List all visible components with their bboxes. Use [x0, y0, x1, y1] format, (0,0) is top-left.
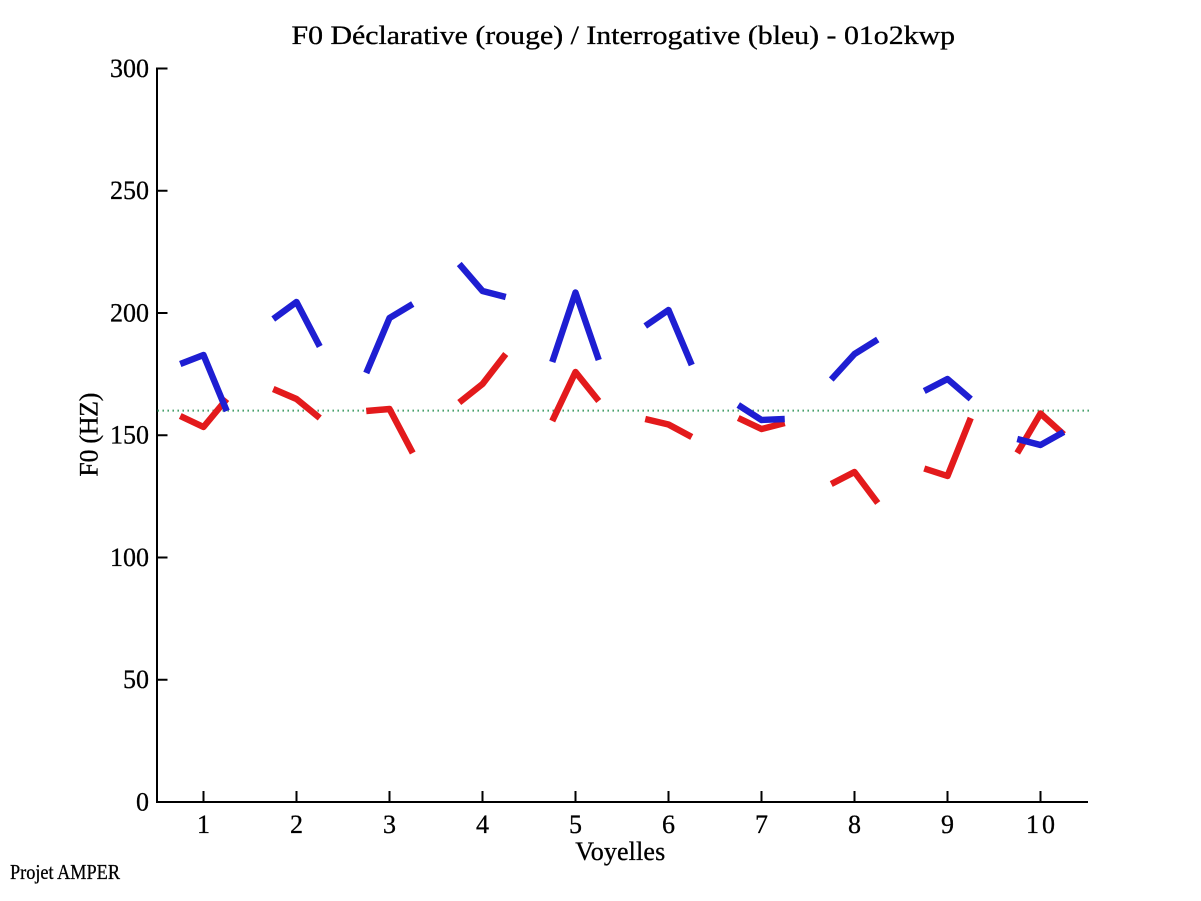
svg-text:8: 8 [848, 810, 861, 839]
svg-text:0: 0 [136, 788, 149, 817]
svg-text:250: 250 [110, 176, 149, 205]
svg-text:100: 100 [110, 543, 149, 572]
svg-text:2: 2 [290, 810, 303, 839]
svg-text:Voyelles: Voyelles [575, 837, 665, 866]
svg-text:200: 200 [110, 299, 149, 328]
svg-text:F0 (HZ): F0 (HZ) [75, 393, 104, 477]
svg-text:6: 6 [662, 810, 675, 839]
svg-text:3: 3 [383, 810, 396, 839]
svg-text:50: 50 [123, 665, 149, 694]
svg-text:150: 150 [110, 421, 149, 450]
svg-text:7: 7 [755, 810, 768, 839]
svg-text:300: 300 [110, 54, 149, 83]
svg-text:F0 Déclarative (rouge) / Inter: F0 Déclarative (rouge) / Interrogative (… [292, 21, 956, 50]
svg-text:9: 9 [941, 810, 954, 839]
svg-text:Projet AMPER: Projet AMPER [10, 860, 120, 884]
svg-text:1: 1 [197, 810, 210, 839]
svg-text:4: 4 [476, 810, 489, 839]
svg-text:5: 5 [569, 810, 582, 839]
